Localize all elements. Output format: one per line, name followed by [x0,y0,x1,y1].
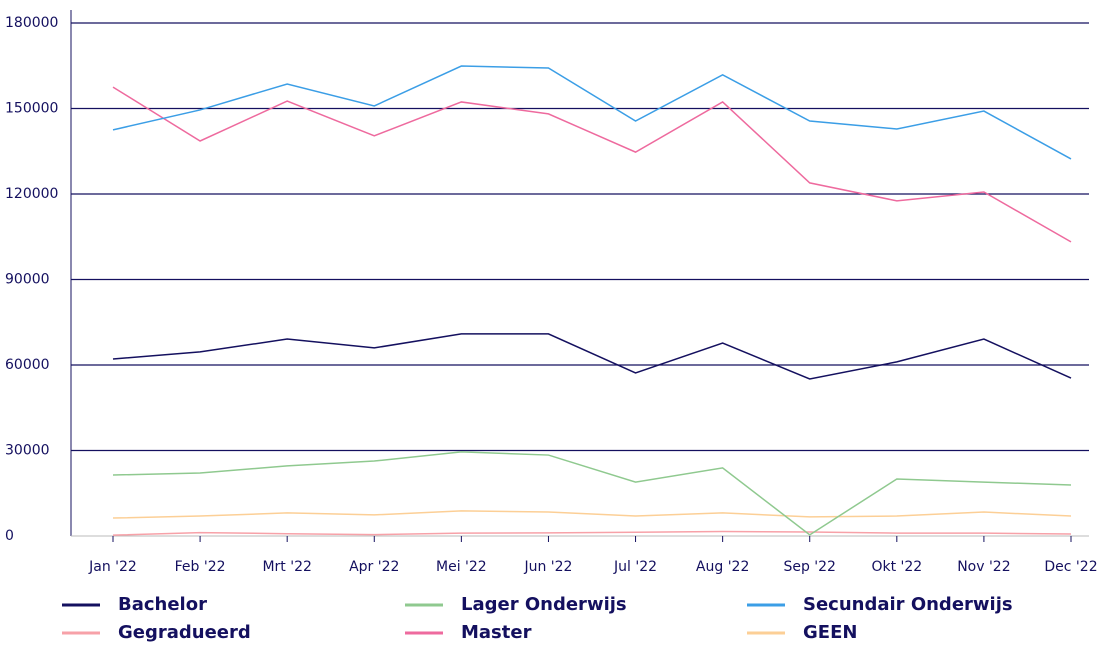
y-tick-label: 90000 [5,272,50,288]
legend-text: GEEN [803,622,857,643]
series-line [112,333,1072,380]
series-line [112,451,1072,536]
x-tick-label: Nov '22 [957,559,1010,575]
y-tick-label: 150000 [5,101,58,117]
y-tick-label: 0 [5,528,14,544]
x-tick-label: Mrt '22 [262,559,311,575]
x-tick-label: Dec '22 [1044,559,1097,575]
series-line [112,86,1072,243]
legend-text: Master [461,622,532,643]
legend-text: Gegradueerd [118,622,251,643]
y-tick-label: 30000 [5,443,50,459]
x-tick-label: Mei '22 [436,559,487,575]
series-line [112,530,1072,536]
x-tick-label: Apr '22 [349,559,399,575]
x-tick-label: Jul '22 [613,559,657,575]
series-line [112,65,1072,160]
x-tick-label: Jan '22 [88,559,137,575]
x-tick-label: Feb '22 [175,559,226,575]
series-line [112,510,1072,519]
legend-text: Secundair Onderwijs [803,594,1013,615]
x-tick-label: Okt '22 [871,559,922,575]
legend-text: Lager Onderwijs [461,594,627,615]
x-tick-label: Sep '22 [783,559,836,575]
x-tick-label: Aug '22 [696,559,749,575]
legend-text: Bachelor [118,594,207,615]
y-tick-label: 60000 [5,357,50,373]
y-tick-label: 180000 [5,15,58,31]
y-tick-label: 120000 [5,186,58,202]
x-tick-label: Jun '22 [523,559,572,575]
